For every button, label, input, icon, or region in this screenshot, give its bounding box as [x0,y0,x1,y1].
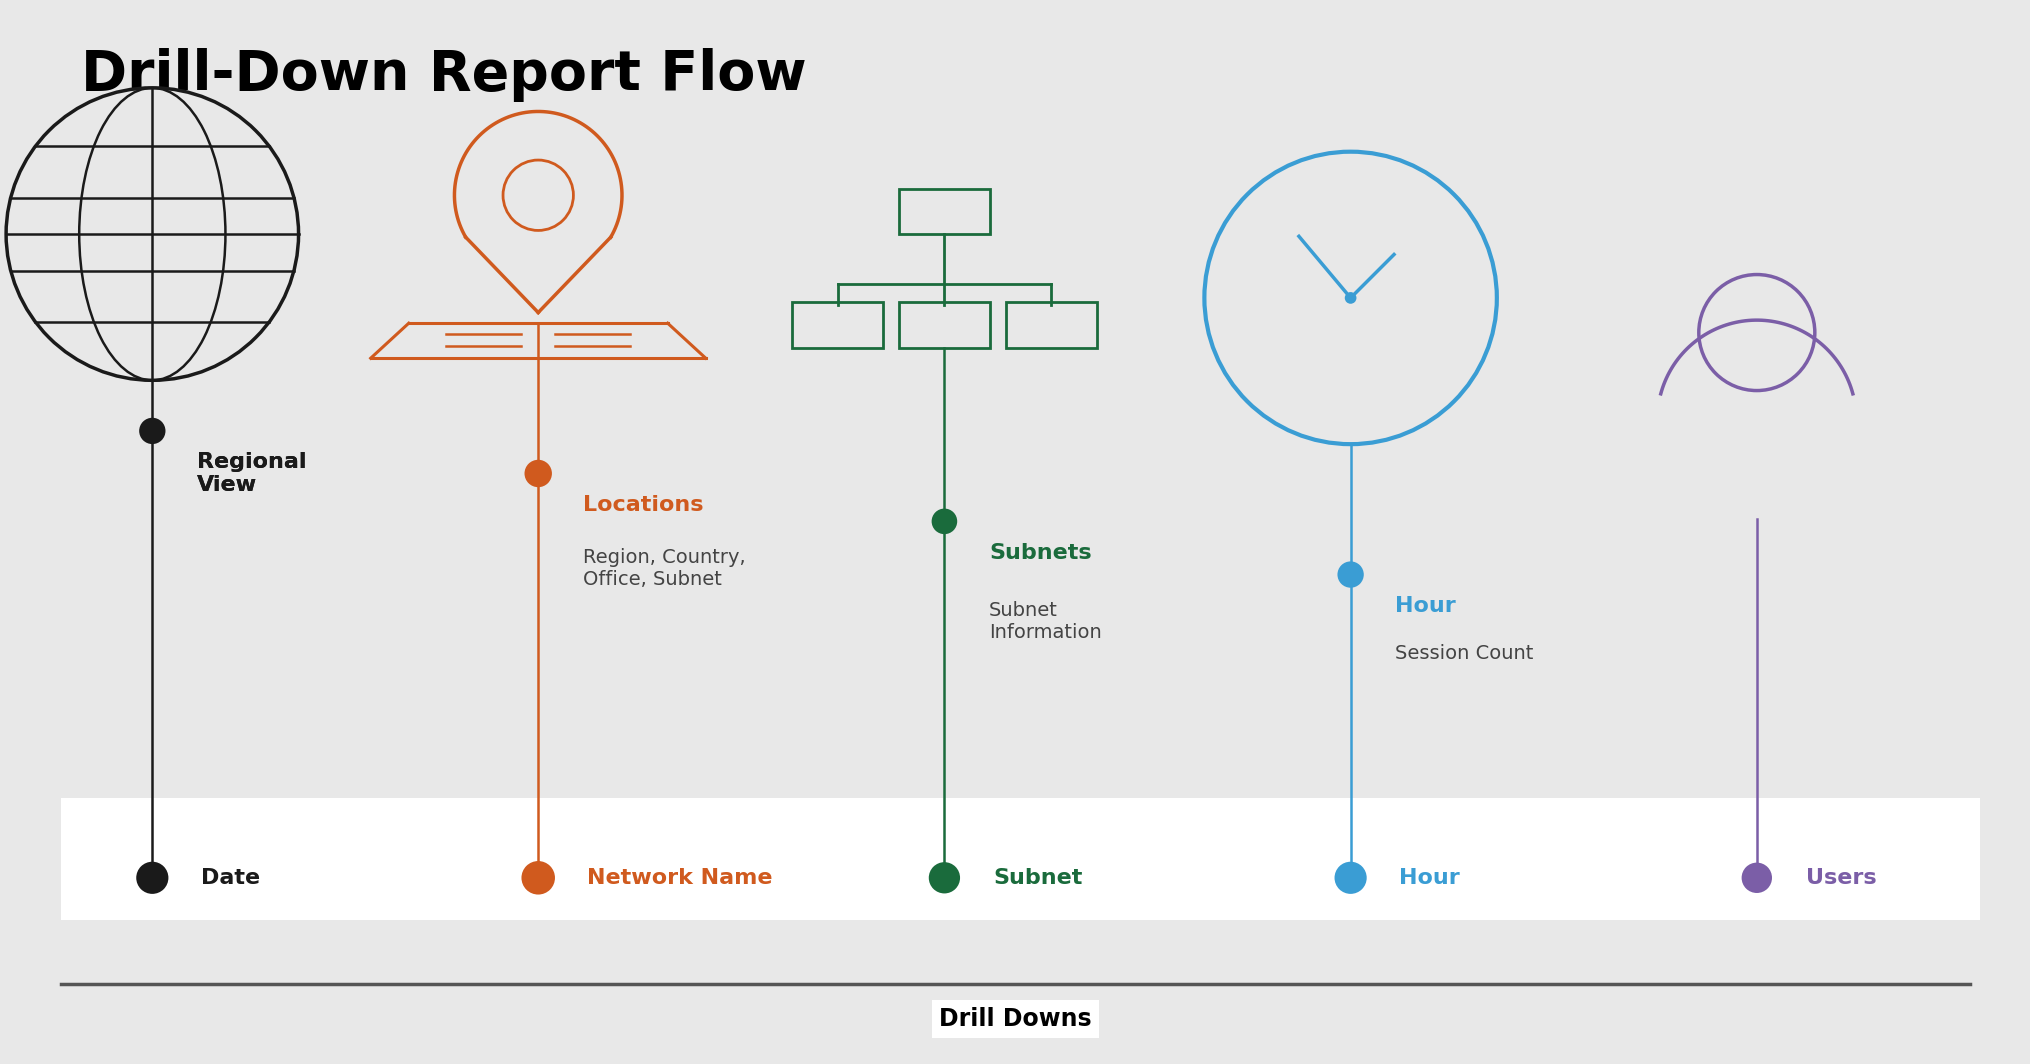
Ellipse shape [1742,863,1770,893]
Text: Subnet: Subnet [993,868,1082,887]
Text: Region, Country,
Office, Subnet: Region, Country, Office, Subnet [583,548,745,589]
Text: Date: Date [201,868,260,887]
Ellipse shape [524,460,552,487]
Ellipse shape [136,862,168,894]
Text: Hour: Hour [1399,868,1460,887]
Ellipse shape [928,862,960,894]
Text: Regional
View: Regional View [197,452,307,496]
Ellipse shape [140,418,164,444]
Text: Locations: Locations [583,495,702,515]
Text: Session Count: Session Count [1395,644,1533,663]
Text: Drill-Down Report Flow: Drill-Down Report Flow [81,48,806,102]
Text: Regional
View: Regional View [197,452,307,496]
Text: Subnets: Subnets [989,543,1092,563]
Text: Users: Users [1805,868,1876,887]
Text: Hour: Hour [1395,596,1456,616]
Text: Subnet
Information: Subnet Information [989,601,1102,643]
Ellipse shape [1334,862,1366,894]
Text: Drill Downs: Drill Downs [938,1008,1092,1031]
Ellipse shape [932,509,956,534]
Ellipse shape [1338,562,1362,587]
Ellipse shape [1344,293,1356,303]
Text: Network Name: Network Name [587,868,771,887]
FancyBboxPatch shape [61,798,1979,920]
Ellipse shape [522,861,554,895]
